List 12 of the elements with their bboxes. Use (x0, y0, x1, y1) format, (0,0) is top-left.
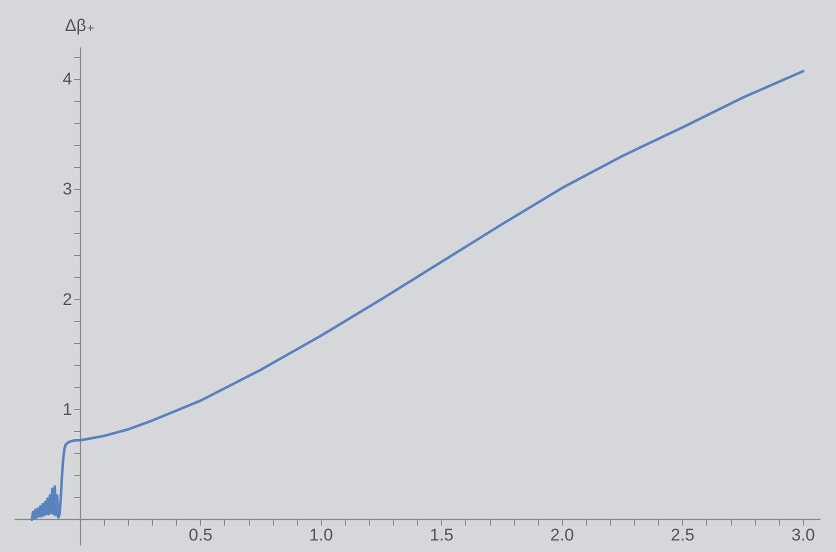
y-tick-label: 2 (62, 290, 72, 309)
y-tick-label: 3 (62, 180, 72, 199)
line-series (30, 70, 804, 521)
x-tick-label: 1.0 (309, 526, 333, 545)
x-tick-label: 1.5 (430, 526, 454, 545)
x-tick-label: 0.5 (188, 526, 212, 545)
x-tick-label: 3.0 (791, 526, 815, 545)
y-tick-label: 1 (62, 400, 72, 419)
x-tick-label: 2.5 (670, 526, 694, 545)
y-tick-label: 4 (62, 69, 72, 88)
y-axis-title: Δβ₊ (65, 16, 96, 35)
x-tick-label: 2.0 (550, 526, 574, 545)
